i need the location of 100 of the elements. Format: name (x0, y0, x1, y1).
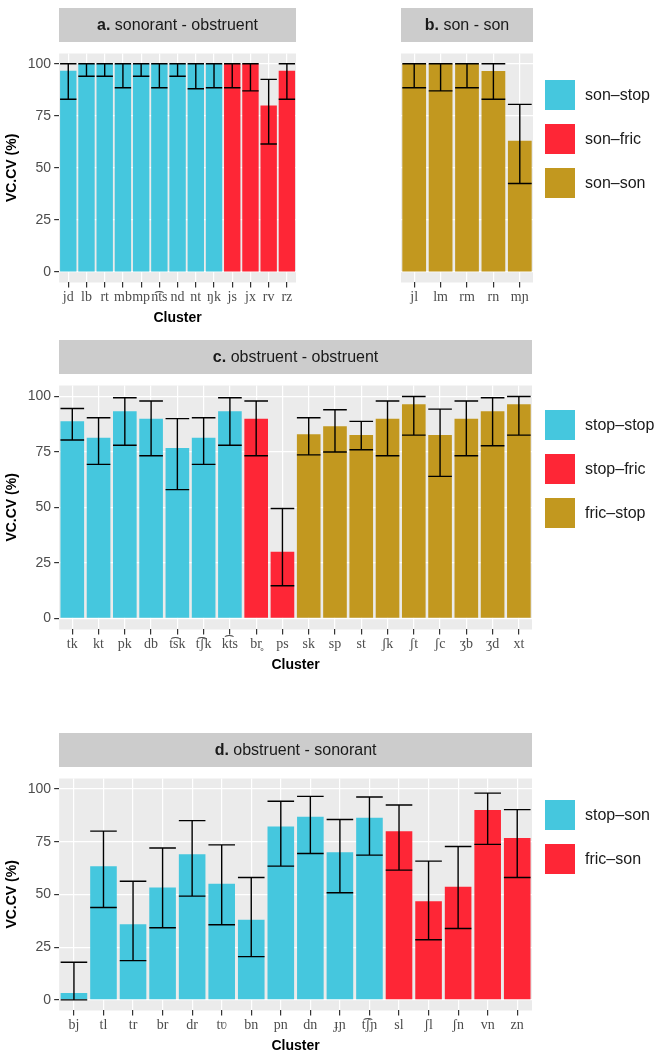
bar (218, 411, 242, 618)
x-tick-label: ʃt (408, 636, 419, 652)
bar (503, 837, 531, 1000)
bar (454, 418, 479, 618)
bar (86, 437, 111, 618)
bar (385, 831, 413, 1000)
x-tick-label: st (356, 636, 367, 652)
bar (191, 437, 216, 618)
x-axis-title: Cluster (153, 309, 203, 326)
x-tick-label: jd (61, 289, 74, 305)
x-tick-label: ʒb (459, 636, 473, 652)
bar (375, 418, 400, 618)
y-tick-label: 50 (35, 158, 52, 175)
x-tick-label: js (226, 289, 237, 305)
x-tick-label: jl (409, 289, 419, 305)
x-tick-label: tk (66, 636, 78, 652)
bar (296, 434, 321, 618)
bar (474, 810, 501, 1000)
x-axis-title: Cluster (271, 656, 321, 673)
bar (178, 854, 206, 1000)
x-tick-label: xt (513, 636, 525, 652)
x-tick-label: t͡ʃk (195, 636, 212, 652)
legend-label: stop–son (585, 806, 650, 824)
legend-label: son–fric (585, 130, 642, 148)
y-tick-label: 25 (35, 210, 52, 227)
x-tick-label: bj (68, 1017, 80, 1033)
x-tick-label: n͡ts (151, 289, 168, 305)
x-tick-label: br (156, 1017, 169, 1033)
bar (480, 411, 505, 618)
legend-label: fric–son (585, 850, 642, 868)
bar (114, 63, 132, 272)
bar (323, 426, 347, 618)
x-tick-label: rt (100, 289, 110, 305)
x-tick-label: lb (81, 289, 92, 305)
y-tick-label: 0 (43, 609, 52, 626)
y-tick-label: 50 (35, 498, 52, 515)
bar (401, 404, 426, 618)
x-tick-label: sl (394, 1017, 404, 1033)
x-tick-label: ʃn (451, 1017, 464, 1033)
bar (267, 826, 295, 1000)
x-tick-label: pn (273, 1017, 288, 1033)
y-axis-title: VC.CV (%) (3, 473, 20, 542)
bar (187, 63, 204, 272)
x-tick-label: bn (244, 1017, 259, 1033)
x-tick-label: t͡sk (169, 636, 186, 652)
bar (132, 63, 150, 272)
x-tick-label: mb (113, 289, 132, 305)
bar (205, 63, 223, 272)
x-tick-label: dn (303, 1017, 318, 1033)
bar (428, 435, 452, 618)
x-tick-label: rv (262, 289, 275, 305)
y-tick-label: 0 (43, 262, 52, 279)
x-tick-label: db (144, 636, 159, 652)
x-tick-label: zn (510, 1017, 524, 1033)
legend-label: stop–stop (585, 416, 655, 434)
x-tick-label: rn (487, 289, 500, 305)
bar (165, 447, 190, 618)
bar (149, 887, 176, 1000)
x-tick-label: sp (328, 636, 342, 652)
chart-title: d. obstruent - sonorant (59, 733, 532, 767)
x-tick-label: ps (276, 636, 289, 652)
y-tick-label: 100 (27, 54, 52, 71)
bar (444, 886, 472, 1000)
x-tick-label: nt (190, 289, 202, 305)
x-tick-label: ɟɲ (333, 1017, 346, 1033)
y-tick-label: 25 (35, 937, 52, 954)
bar (278, 70, 296, 272)
x-tick-label: rm (459, 289, 475, 305)
bar (244, 418, 268, 618)
y-tick-label: 25 (35, 553, 52, 570)
x-tick-label: lm (433, 289, 449, 305)
bar (237, 919, 265, 1000)
x-tick-label: vn (480, 1017, 495, 1033)
bar (208, 883, 235, 1000)
y-tick-label: 75 (35, 106, 52, 123)
y-tick-label: 75 (35, 832, 52, 849)
bar (78, 63, 95, 272)
x-tick-label: ŋk (207, 289, 221, 305)
bar (507, 404, 531, 618)
legend-label: son–son (585, 174, 646, 192)
bar (356, 817, 383, 1000)
legend-label: son–stop (585, 86, 650, 104)
bar (415, 901, 442, 1000)
legend-label: stop–fric (585, 460, 646, 478)
bar (139, 418, 163, 618)
bar (60, 421, 85, 618)
x-tick-label: pk (117, 636, 132, 652)
y-axis-title: VC.CV (%) (3, 860, 20, 929)
x-tick-label: k͡ts (221, 635, 239, 652)
bar (113, 411, 137, 618)
x-tick-label: t͡ʃɲ (361, 1017, 378, 1033)
x-tick-label: rz (281, 289, 293, 305)
x-tick-label: mɲ (510, 289, 529, 305)
x-tick-label: dr (186, 1017, 199, 1033)
y-tick-label: 75 (35, 442, 52, 459)
bar (326, 852, 354, 1000)
bar (349, 435, 374, 618)
x-tick-label: ʃc (433, 636, 446, 652)
x-tick-label: tr (128, 1017, 138, 1033)
bar (90, 866, 117, 1000)
